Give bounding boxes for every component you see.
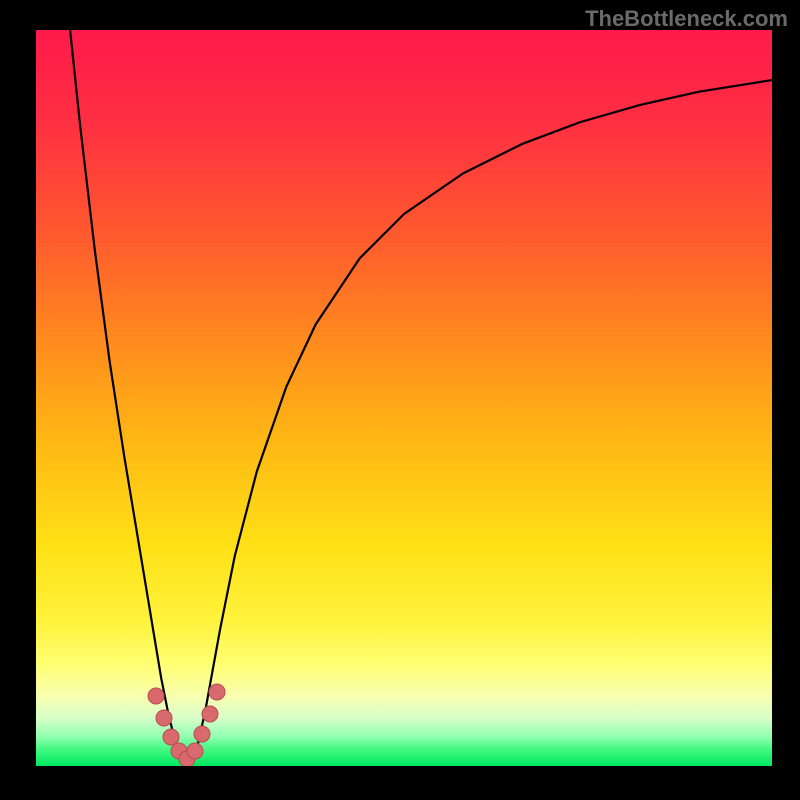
bottleneck-curve — [36, 30, 772, 766]
curve-path — [65, 30, 772, 764]
data-marker — [194, 726, 211, 743]
data-marker — [186, 743, 203, 760]
data-marker — [156, 710, 173, 727]
plot-area — [36, 30, 772, 766]
data-marker — [147, 688, 164, 705]
data-marker — [201, 706, 218, 723]
data-marker — [209, 684, 226, 701]
watermark-text: TheBottleneck.com — [585, 6, 788, 32]
